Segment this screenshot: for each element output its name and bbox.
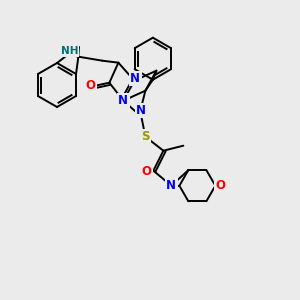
Text: N: N — [167, 179, 176, 192]
Text: O: O — [141, 165, 152, 178]
Text: N: N — [130, 72, 140, 85]
Text: O: O — [215, 179, 225, 192]
Text: N: N — [136, 104, 146, 117]
Text: S: S — [141, 130, 150, 143]
Text: O: O — [85, 79, 95, 92]
Text: N: N — [118, 94, 128, 107]
Text: NH: NH — [61, 46, 79, 56]
